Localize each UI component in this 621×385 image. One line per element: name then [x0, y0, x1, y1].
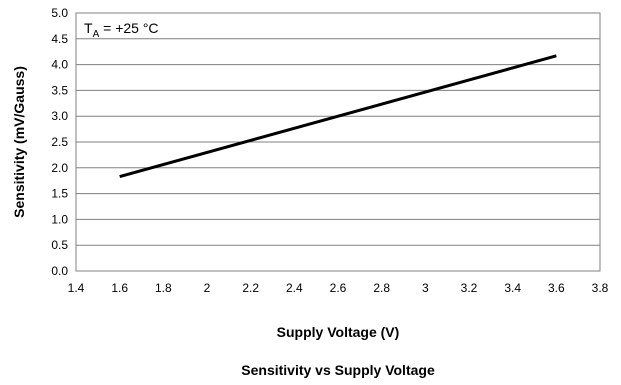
y-axis-title: Sensitivity (mV/Gauss) — [11, 66, 27, 218]
y-tick-label: 3.5 — [51, 83, 68, 97]
plot-frame — [75, 12, 601, 272]
tick-labels: 0.0 0.5 1.0 1.5 2.0 2.5 3.0 3.5 4.0 4.5 5.0 1.4 1.6 1… — [51, 6, 608, 295]
temperature-annotation: TA = +25 °C — [84, 20, 159, 40]
y-tick-label: 2.5 — [51, 135, 68, 149]
y-tick-label: 5.0 — [51, 6, 68, 20]
x-tick-label: 1.6 — [111, 281, 128, 295]
x-axis-title: Supply Voltage (V) — [277, 324, 400, 340]
x-tick-label: 2.6 — [330, 281, 347, 295]
x-tick-label: 2 — [204, 281, 211, 295]
x-tick-label: 3.8 — [592, 281, 609, 295]
x-tick-label: 3.4 — [504, 281, 521, 295]
annotation-prefix: T — [84, 20, 93, 36]
annotation-subscript: A — [93, 29, 100, 40]
x-tick-label: 3 — [422, 281, 429, 295]
y-tick-label: 0.0 — [51, 264, 68, 278]
series-line — [119, 54, 557, 179]
series-layer — [119, 54, 557, 179]
chart-title: Sensitivity vs Supply Voltage — [241, 362, 435, 378]
y-tick-label: 1.5 — [51, 187, 68, 201]
y-tick-label: 4.5 — [51, 32, 68, 46]
x-tick-label: 2.4 — [286, 281, 303, 295]
y-tick-label: 4.0 — [51, 58, 68, 72]
annotation-suffix: = +25 °C — [99, 20, 158, 36]
y-tick-label: 2.0 — [51, 161, 68, 175]
x-tick-label: 3.6 — [548, 281, 565, 295]
y-tick-label: 0.5 — [51, 238, 68, 252]
x-tick-label: 1.8 — [155, 281, 172, 295]
y-tick-label: 3.0 — [51, 109, 68, 123]
grid — [76, 12, 600, 272]
x-tick-label: 2.8 — [373, 281, 390, 295]
x-tick-label: 3.2 — [461, 281, 478, 295]
x-tick-label: 2.2 — [242, 281, 259, 295]
y-tick-label: 1.0 — [51, 212, 68, 226]
x-tick-label: 1.4 — [68, 281, 85, 295]
